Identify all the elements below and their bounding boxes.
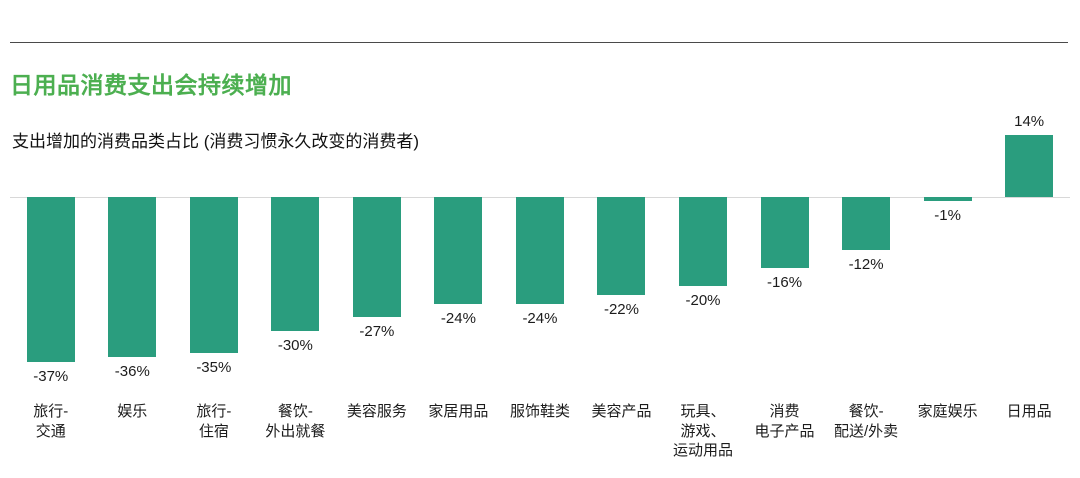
bar bbox=[760, 197, 809, 269]
value-label: -24% bbox=[440, 309, 476, 327]
value-label: -20% bbox=[685, 292, 721, 309]
value-label: -16% bbox=[767, 274, 803, 292]
category-label: 娱乐 bbox=[117, 403, 148, 420]
chart-column: -35% bbox=[173, 100, 255, 400]
chart-column: 14% bbox=[988, 100, 1070, 400]
category-label: 美容服务 bbox=[346, 403, 407, 420]
bar bbox=[26, 197, 75, 362]
chart-column: -22% bbox=[581, 100, 663, 400]
top-divider bbox=[10, 42, 1068, 43]
chart-column: -20% bbox=[662, 100, 744, 400]
bar-chart: -37% -36% -35% -30% -27% -24% -24% -22% -20% -16%… bbox=[10, 100, 1070, 400]
bar bbox=[352, 197, 401, 318]
bar bbox=[515, 197, 564, 304]
value-label: -12% bbox=[848, 256, 884, 274]
bar bbox=[597, 197, 646, 295]
value-label: -30% bbox=[277, 336, 313, 354]
bar bbox=[108, 197, 157, 358]
category-axis: 旅行- 交通 娱乐 旅行- 住宿 餐饮- 外出就餐 美容服务 家居用品 服饰鞋类 美容产品 玩具… bbox=[10, 402, 1070, 461]
bar bbox=[842, 197, 891, 251]
value-label: -24% bbox=[522, 309, 558, 327]
value-label: 14% bbox=[1014, 112, 1045, 130]
category-label: 家居用品 bbox=[428, 403, 489, 420]
bar bbox=[189, 197, 238, 353]
value-label: -37% bbox=[33, 367, 69, 385]
bar bbox=[434, 197, 483, 304]
page-title: 日用品消费支出会持续增加 bbox=[10, 72, 292, 98]
chart-column: -1% bbox=[907, 100, 989, 400]
category-label: 日用品 bbox=[1006, 403, 1052, 420]
value-label: -35% bbox=[196, 358, 232, 376]
category-label: 餐饮- 配送/外卖 bbox=[833, 403, 899, 440]
bar bbox=[923, 197, 972, 202]
chart-column: -12% bbox=[825, 100, 907, 400]
category-label: 餐饮- 外出就餐 bbox=[265, 403, 326, 440]
chart-column: -36% bbox=[92, 100, 174, 400]
value-label: -1% bbox=[934, 207, 961, 225]
bar bbox=[271, 197, 320, 331]
category-label: 家庭娱乐 bbox=[917, 403, 978, 420]
chart-column: -24% bbox=[499, 100, 581, 400]
chart-column: -30% bbox=[255, 100, 337, 400]
category-label: 服饰鞋类 bbox=[509, 403, 570, 420]
category-label: 旅行- 住宿 bbox=[196, 403, 232, 440]
chart-column: -16% bbox=[744, 100, 826, 400]
chart-column: -24% bbox=[418, 100, 500, 400]
chart-column: -27% bbox=[336, 100, 418, 400]
category-label: 旅行- 交通 bbox=[33, 403, 69, 440]
bar bbox=[679, 197, 728, 286]
chart-column: -37% bbox=[10, 100, 92, 400]
value-label: -22% bbox=[603, 300, 639, 318]
value-label: -27% bbox=[359, 323, 395, 341]
chart-subtitle: 支出增加的消费品类占比 (消费习惯永久改变的消费者) bbox=[12, 132, 420, 151]
category-label: 消费 电子产品 bbox=[754, 403, 815, 440]
value-label: -36% bbox=[114, 363, 150, 381]
category-label: 美容产品 bbox=[591, 403, 652, 420]
category-label: 玩具、 游戏、 运动用品 bbox=[673, 403, 734, 459]
bar bbox=[1005, 134, 1054, 197]
